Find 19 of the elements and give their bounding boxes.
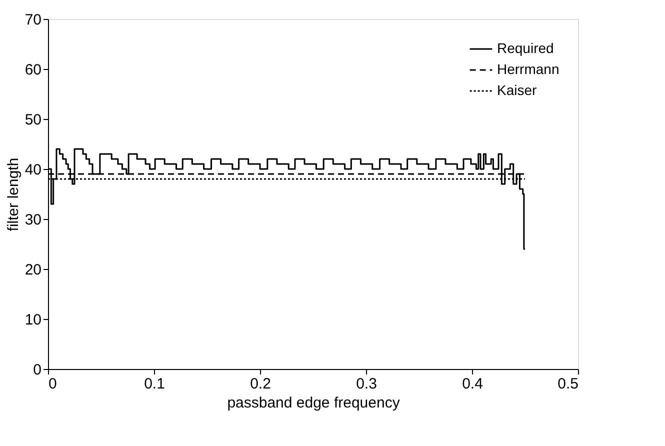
x-tick-label: 0.1 xyxy=(144,376,165,392)
y-tick-label: 20 xyxy=(24,262,42,278)
x-tick-label: 0.3 xyxy=(356,376,377,392)
y-tick-label: 40 xyxy=(24,162,42,178)
legend-label: Required xyxy=(497,40,554,56)
y-tick-label: 0 xyxy=(33,362,42,378)
x-tick-label: 0 xyxy=(48,376,57,392)
y-tick-label: 50 xyxy=(24,112,42,128)
x-tick-label: 0.4 xyxy=(462,376,483,392)
legend-label: Kaiser xyxy=(497,82,538,98)
y-axis-title: filter length xyxy=(4,158,22,232)
y-tick-label: 10 xyxy=(24,312,42,328)
y-tick-label: 60 xyxy=(24,62,42,78)
legend-label: Herrmann xyxy=(497,61,560,77)
x-tick-label: 0.2 xyxy=(250,376,271,392)
y-tick-label: 30 xyxy=(24,212,42,228)
x-axis-title: passband edge frequency xyxy=(227,394,400,412)
y-tick-label: 70 xyxy=(24,12,42,28)
x-tick-label: 0.5 xyxy=(558,376,578,392)
